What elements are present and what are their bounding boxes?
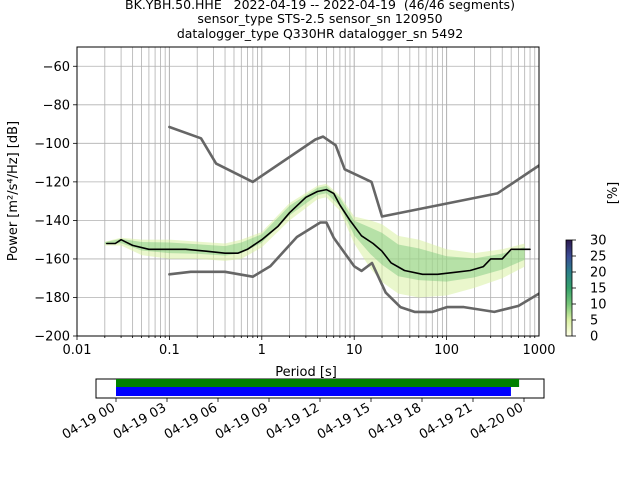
- data-coverage-bar: [116, 379, 520, 387]
- axes: 0.01 0.1 1 10 100 1000 −200 −180 −160 −140 −120 −10…: [34, 60, 555, 358]
- density-band-outer: [104, 183, 525, 298]
- colorbar-gradient: [565, 239, 573, 337]
- timeline-tick-label: 04-19 15: [315, 400, 373, 442]
- y-tick-label: −120: [34, 175, 70, 190]
- series-mode: [106, 188, 531, 276]
- psd-coverage-bar: [116, 387, 511, 396]
- grid: [76, 47, 539, 337]
- colorbar-label: [%]: [606, 182, 621, 205]
- series-group: [106, 125, 539, 314]
- timeline-tick-label: 04-19 18: [366, 400, 424, 442]
- timeline-tick-label: 04-19 21: [417, 400, 475, 442]
- x-tick-label: 0.01: [63, 343, 92, 358]
- timeline-tick-label: 04-19 00: [60, 400, 118, 442]
- y-tick-label: −80: [43, 98, 70, 113]
- title-line-2: sensor_type STS-2.5 sensor_sn 120950: [197, 11, 443, 26]
- timeline-tick-label: 04-19 09: [213, 400, 271, 442]
- series-noise_model_low: [168, 221, 539, 314]
- colorbar-tick-label: 15: [590, 282, 607, 297]
- timeline-tick-label: 04-19 03: [111, 400, 169, 442]
- title-line-3: datalogger_type Q330HR datalogger_sn 549…: [176, 26, 464, 41]
- colorbar-tick-label: 30: [590, 234, 607, 249]
- series-noise_model_high: [168, 125, 539, 218]
- y-tick-label: −60: [43, 60, 70, 75]
- y-tick-label: −160: [34, 252, 70, 267]
- timeline-tick-label: 04-19 12: [264, 400, 322, 442]
- y-tick-label: −180: [34, 291, 70, 306]
- colorbar-tick-label: 5: [590, 314, 598, 329]
- density-band-inner: [104, 185, 525, 282]
- colorbar-tick-label: 25: [590, 250, 607, 265]
- x-tick-label: 1000: [522, 343, 555, 358]
- colorbar-tick-label: 0: [590, 330, 598, 345]
- x-tick-label: 10: [346, 343, 363, 358]
- y-tick-label: −140: [34, 214, 70, 229]
- title-line-1: BK.YBH.50.HHE 2022-04-19 -- 2022-04-19 (…: [125, 0, 515, 12]
- plot-frame: [76, 46, 540, 337]
- timeline-tick-label: 04-20 00: [468, 400, 526, 442]
- x-tick-label: 100: [434, 343, 459, 358]
- x-axis-label: Period [s]: [275, 365, 337, 380]
- colorbar-tick-label: 20: [590, 266, 607, 281]
- x-tick-label: 0.1: [159, 343, 180, 358]
- density-band: [104, 183, 525, 298]
- colorbar-tick-label: 10: [590, 298, 607, 313]
- timeline-tick-label: 04-19 06: [162, 400, 220, 442]
- y-tick-label: −200: [34, 330, 70, 345]
- y-tick-label: −100: [34, 137, 70, 152]
- y-axis-label: Power [m²/s⁴/Hz] [dB]: [6, 121, 21, 261]
- x-tick-label: 1: [258, 343, 266, 358]
